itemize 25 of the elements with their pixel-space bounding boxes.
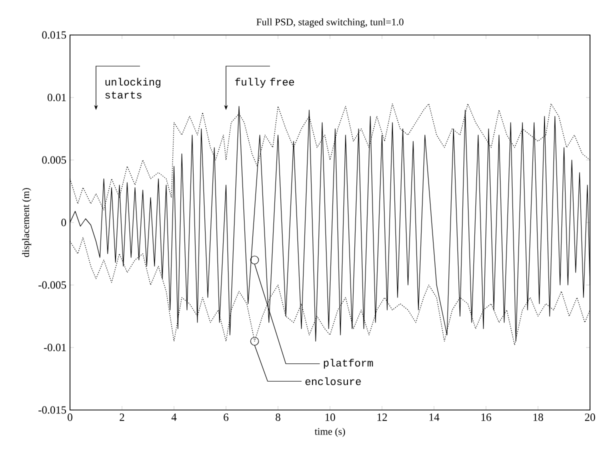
y-axis-title: displacement (m) (22, 188, 32, 257)
annotation: platform (324, 358, 373, 369)
y-tick-label: 0.005 (42, 156, 66, 164)
y-tick-label: -0.005 (38, 281, 66, 289)
y-tick-label: -0.015 (38, 406, 66, 414)
x-tick-label: 10 (325, 414, 336, 421)
x-tick-label: 2 (120, 414, 124, 421)
y-tick-label: 0.015 (42, 31, 66, 39)
y-tick-label: 0 (61, 218, 66, 226)
x-tick-label: 14 (429, 414, 440, 421)
x-tick-label: 12 (377, 414, 387, 421)
x-tick-label: 20 (584, 414, 596, 421)
chart-title: Full PSD, staged switching, tunl=1.0 (256, 18, 404, 28)
annotation: enclosure (305, 377, 361, 386)
x-axis-title: time (s) (314, 428, 345, 437)
y-tick-label: -0.01 (44, 344, 66, 352)
x-tick-label: 0 (68, 414, 72, 421)
x-tick-label: 16 (481, 414, 492, 421)
x-tick-label: 8 (276, 414, 280, 421)
annotation: fully free (235, 78, 294, 88)
x-tick-label: 4 (171, 414, 177, 421)
x-tick-label: 18 (533, 414, 544, 421)
y-tick-label: 0.01 (48, 94, 66, 102)
annotation: unlocking starts (105, 78, 160, 99)
x-tick-label: 6 (224, 414, 228, 421)
